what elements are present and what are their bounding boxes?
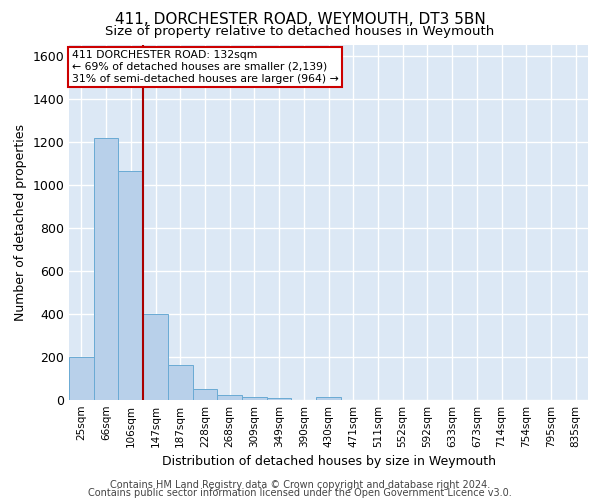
Y-axis label: Number of detached properties: Number of detached properties bbox=[14, 124, 27, 321]
X-axis label: Distribution of detached houses by size in Weymouth: Distribution of detached houses by size … bbox=[161, 456, 496, 468]
Bar bbox=[143, 314, 168, 400]
Text: 411, DORCHESTER ROAD, WEYMOUTH, DT3 5BN: 411, DORCHESTER ROAD, WEYMOUTH, DT3 5BN bbox=[115, 12, 485, 28]
Text: Size of property relative to detached houses in Weymouth: Size of property relative to detached ho… bbox=[106, 25, 494, 38]
Text: Contains HM Land Registry data © Crown copyright and database right 2024.: Contains HM Land Registry data © Crown c… bbox=[110, 480, 490, 490]
Bar bbox=[193, 388, 217, 400]
Text: Contains public sector information licensed under the Open Government Licence v3: Contains public sector information licen… bbox=[88, 488, 512, 498]
Bar bbox=[217, 394, 242, 400]
Bar bbox=[316, 398, 341, 400]
Bar bbox=[94, 138, 118, 400]
Bar bbox=[118, 171, 143, 400]
Bar bbox=[267, 398, 292, 400]
Bar bbox=[242, 397, 267, 400]
Bar bbox=[168, 364, 193, 400]
Text: 411 DORCHESTER ROAD: 132sqm
← 69% of detached houses are smaller (2,139)
31% of : 411 DORCHESTER ROAD: 132sqm ← 69% of det… bbox=[71, 50, 338, 84]
Bar bbox=[69, 357, 94, 400]
